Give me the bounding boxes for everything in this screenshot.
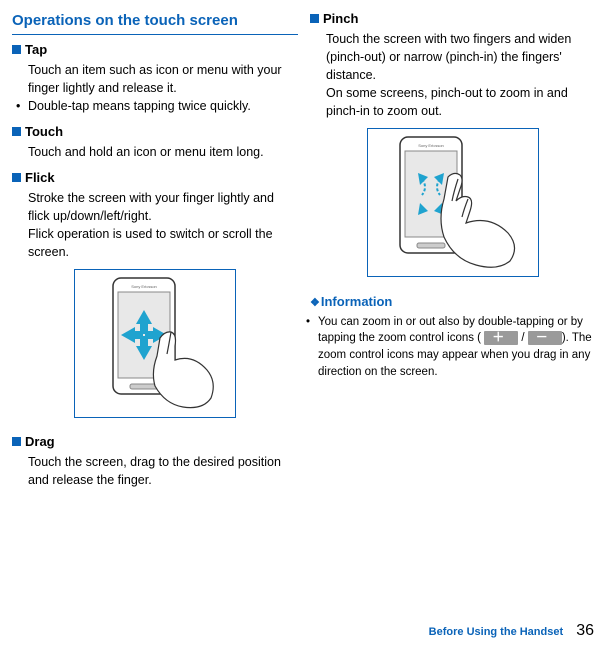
bullet-square-icon xyxy=(12,45,21,54)
pinch-body1: Touch the screen with two fingers and wi… xyxy=(310,30,596,84)
bullet-square-icon xyxy=(310,14,319,23)
tap-bullet: •Double-tap means tapping twice quickly. xyxy=(12,97,298,115)
svg-text:Sony Ericsson: Sony Ericsson xyxy=(131,284,157,289)
section-tap: Tap Touch an item such as icon or menu w… xyxy=(12,41,298,115)
touch-body: Touch and hold an icon or menu item long… xyxy=(12,143,298,161)
section-drag: Drag Touch the screen, drag to the desir… xyxy=(12,433,298,489)
flick-illustration: Sony Ericsson xyxy=(74,269,236,418)
page-footer: Before Using the Handset 36 xyxy=(429,622,594,640)
section-flick: Flick Stroke the screen with your finger… xyxy=(12,169,298,261)
section-touch: Touch Touch and hold an icon or menu ite… xyxy=(12,123,298,161)
heading-information: Information xyxy=(321,294,393,309)
zoom-in-icon: ＋ xyxy=(484,331,518,345)
footer-page-number: 36 xyxy=(576,622,594,639)
page-title: Operations on the touch screen xyxy=(12,10,298,35)
bullet-square-icon xyxy=(12,127,21,136)
information-body: •You can zoom in or out also by double-t… xyxy=(310,314,596,381)
heading-pinch: Pinch xyxy=(323,11,358,26)
flick-body1: Stroke the screen with your finger light… xyxy=(12,189,298,225)
heading-drag: Drag xyxy=(25,434,55,449)
heading-flick: Flick xyxy=(25,170,55,185)
flick-body2: Flick operation is used to switch or scr… xyxy=(12,225,298,261)
pinch-illustration: Sony Ericsson xyxy=(367,128,539,277)
drag-body: Touch the screen, drag to the desired po… xyxy=(12,453,298,489)
heading-touch: Touch xyxy=(25,124,63,139)
diamond-icon: ❖ xyxy=(310,297,319,309)
zoom-out-icon: － xyxy=(528,331,562,345)
footer-label: Before Using the Handset xyxy=(429,626,563,638)
heading-tap: Tap xyxy=(25,42,47,57)
section-information: ❖Information •You can zoom in or out als… xyxy=(310,293,596,381)
section-pinch: Pinch Touch the screen with two fingers … xyxy=(310,10,596,120)
pinch-body2: On some screens, pinch-out to zoom in an… xyxy=(310,84,596,120)
bullet-square-icon xyxy=(12,173,21,182)
bullet-square-icon xyxy=(12,437,21,446)
tap-body: Touch an item such as icon or menu with … xyxy=(12,61,298,97)
svg-text:Sony Ericsson: Sony Ericsson xyxy=(418,143,444,148)
